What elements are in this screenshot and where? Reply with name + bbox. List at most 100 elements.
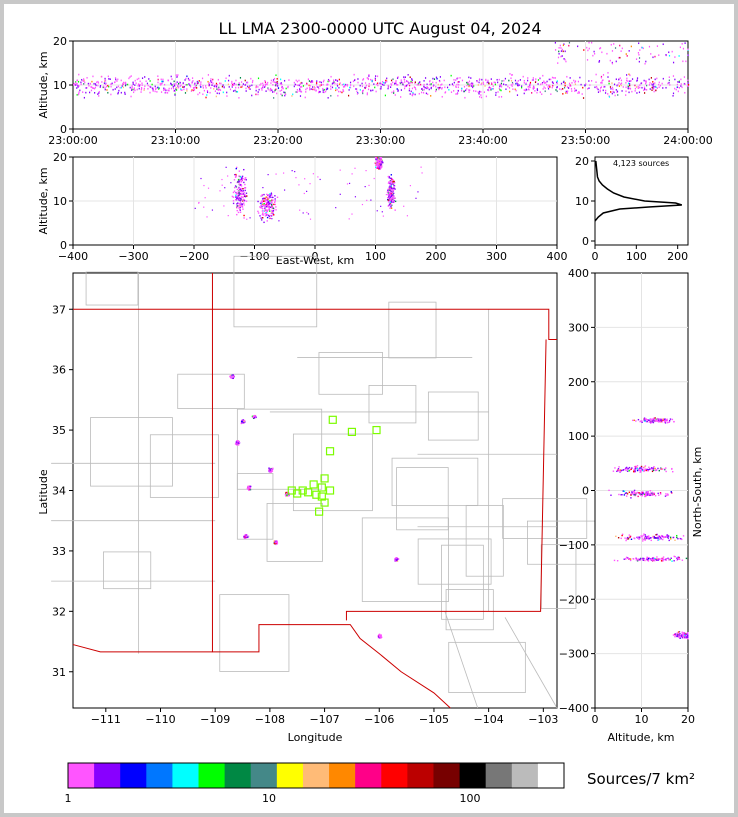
source-point (287, 494, 290, 497)
source-point (391, 178, 393, 180)
source-point (262, 213, 264, 215)
source-point (613, 43, 615, 45)
source-point (272, 199, 274, 201)
source-point (394, 82, 396, 85)
source-point (262, 204, 265, 206)
source-point (210, 80, 212, 82)
source-point (236, 440, 238, 442)
source-point (319, 91, 321, 93)
source-point (367, 77, 369, 80)
source-point (242, 208, 244, 210)
source-point (621, 90, 623, 92)
source-point (638, 469, 641, 471)
source-point (605, 89, 607, 92)
source-point (543, 80, 545, 83)
source-point (638, 538, 640, 541)
source-point (264, 83, 266, 86)
source-point (471, 83, 473, 85)
source-point (561, 55, 563, 57)
source-point (390, 83, 392, 85)
source-point (625, 558, 627, 560)
source-point (628, 50, 630, 52)
source-point (665, 493, 667, 495)
source-point (394, 94, 396, 96)
latitude-tick-label: 36 (52, 364, 66, 377)
source-point (99, 86, 101, 88)
source-point (515, 82, 517, 85)
source-point (173, 83, 175, 86)
source-point (209, 91, 211, 94)
source-point (194, 82, 196, 85)
source-point (614, 467, 616, 469)
source-point (558, 52, 560, 55)
source-point (232, 377, 235, 380)
county-line (502, 498, 588, 539)
source-point (151, 83, 153, 86)
source-point (389, 190, 392, 192)
source-point (677, 81, 679, 83)
source-point (103, 82, 106, 85)
source-point (455, 93, 457, 95)
source-point (228, 86, 230, 88)
source-point (653, 493, 655, 496)
source-point (236, 205, 239, 207)
source-point (664, 468, 666, 471)
source-point (130, 75, 132, 77)
source-point (280, 82, 282, 84)
source-point (414, 81, 416, 83)
source-point (357, 78, 359, 80)
source-point (681, 634, 683, 636)
source-point (274, 195, 276, 197)
source-point (619, 77, 621, 79)
source-point (91, 80, 93, 83)
source-point (236, 91, 239, 93)
source-point (163, 88, 166, 91)
source-point (568, 44, 570, 47)
source-point (264, 215, 267, 217)
source-point (175, 89, 178, 91)
source-point (574, 81, 576, 84)
source-point (261, 198, 264, 200)
source-point (651, 470, 654, 473)
source-point (477, 91, 479, 93)
source-point (271, 209, 273, 212)
source-point (400, 81, 402, 84)
source-point (410, 80, 412, 83)
source-point (500, 95, 503, 98)
source-point (241, 420, 243, 423)
source-point (558, 46, 560, 49)
source-point (435, 88, 437, 91)
source-point (494, 83, 496, 86)
source-point (392, 78, 394, 81)
east-west-axis-tick-label: 300 (486, 250, 507, 263)
source-point (230, 376, 232, 379)
source-point (262, 187, 264, 189)
source-point (555, 89, 557, 91)
source-point (195, 84, 197, 87)
source-point (643, 557, 645, 560)
source-point (423, 85, 425, 88)
source-point (184, 92, 187, 94)
source-point (271, 218, 273, 220)
source-point (644, 465, 647, 467)
source-point (98, 92, 100, 94)
source-point (193, 86, 195, 89)
source-point (318, 91, 320, 94)
source-point (656, 556, 658, 558)
source-point (627, 538, 629, 540)
source-point (651, 419, 653, 421)
source-point (176, 75, 178, 78)
source-point (353, 79, 356, 82)
source-point (366, 77, 368, 79)
source-point (396, 83, 398, 86)
source-point (659, 493, 662, 495)
source-point (117, 91, 119, 94)
longitude-tick-label: −108 (255, 713, 285, 726)
county-line (85, 271, 139, 306)
source-point (238, 188, 241, 191)
source-point (129, 76, 131, 78)
station-marker (315, 507, 324, 516)
north-south-sources (595, 273, 689, 708)
source-point (172, 87, 175, 90)
colorbar-cell (120, 763, 147, 788)
